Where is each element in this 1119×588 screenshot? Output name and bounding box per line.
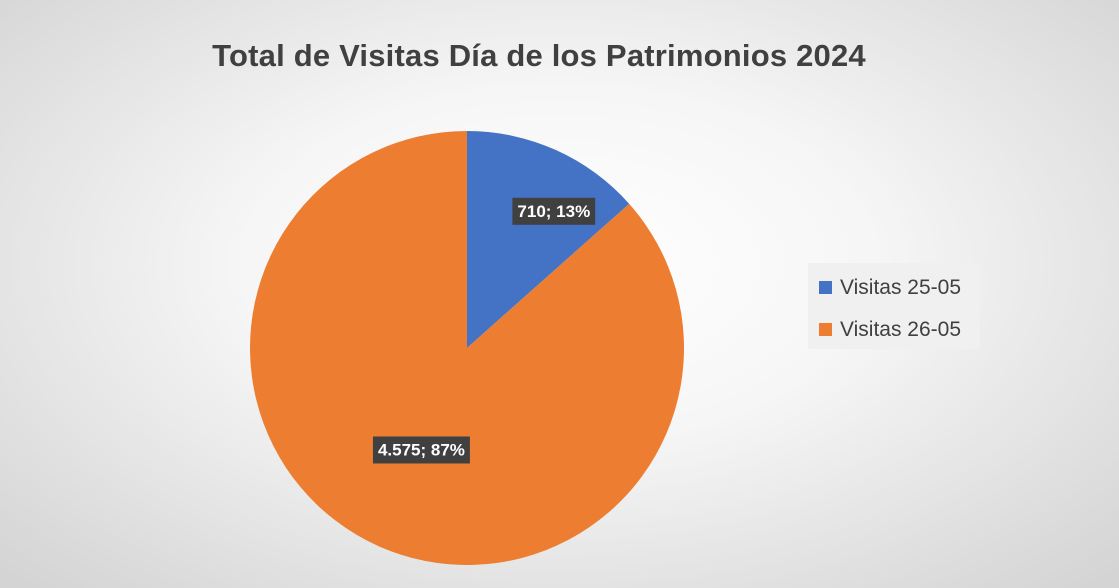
data-label-2: 4.575; 87% bbox=[372, 436, 470, 464]
legend-item-visitas-25-05: Visitas 25-05 bbox=[808, 271, 980, 304]
data-label-box bbox=[512, 197, 596, 225]
chart-legend: Visitas 25-05 Visitas 26-05 bbox=[808, 263, 980, 349]
legend-item-visitas-26-05: Visitas 26-05 bbox=[808, 313, 980, 346]
chart-title: Total de Visitas Día de los Patrimonios … bbox=[212, 38, 866, 73]
legend-swatch-orange bbox=[819, 323, 832, 336]
data-label-text: 4.575; 87% bbox=[378, 440, 465, 459]
data-label-text: 710; 13% bbox=[517, 202, 590, 221]
legend-swatch-blue bbox=[819, 281, 832, 294]
legend-label: Visitas 25-05 bbox=[840, 275, 962, 299]
data-label-box bbox=[372, 436, 470, 464]
pie-slice-2 bbox=[250, 131, 685, 565]
data-label-1: 710; 13% bbox=[512, 197, 596, 225]
legend-label: Visitas 26-05 bbox=[840, 317, 962, 341]
pie-slice-1 bbox=[467, 131, 630, 348]
